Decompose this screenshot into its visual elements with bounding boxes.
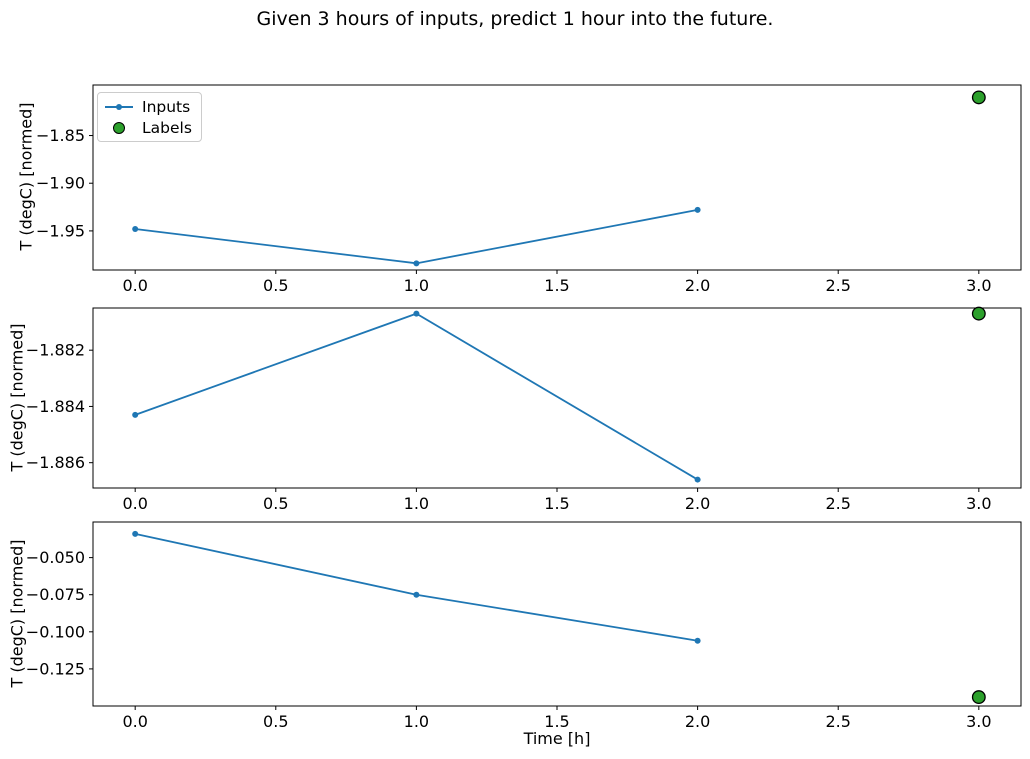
subplot-3-xtick-label: 2.0 [685,712,710,731]
legend-entry-labels: Labels [105,117,192,138]
subplot-1-xtick-label: 0.0 [122,276,147,295]
labels-marker-swatch-icon [105,121,133,135]
subplot-3-axes-spine [92,521,1022,707]
subplot-2-inputs-marker [413,310,420,317]
subplot-1-inputs-marker [132,225,139,232]
subplot-1-ytick-label: −1.95 [36,221,85,240]
subplot-1-inputs-line [135,209,698,265]
subplot-3-xtick-label: 0.0 [122,712,147,731]
subplot-2-inputs-marker [694,476,701,483]
y-axis-label-subplot-3: T (degC) [normed] [7,539,27,688]
subplot-2-xtick-label: 2.0 [685,494,710,513]
subplot-3-ytick-label: −0.100 [26,622,85,641]
subplot-3-xtick-label: 1.0 [404,712,429,731]
subplot-2-xtick-label: 3.0 [966,494,991,513]
subplot-2-xtick-label: 2.5 [825,494,850,513]
subplot-3-inputs-line [134,532,698,642]
legend: Inputs Labels [97,92,202,142]
subplot-2-xtick-label: 0.5 [263,494,288,513]
subplot-1-ytick-label: −1.90 [36,174,85,193]
subplot-3-ytick-label: −0.075 [26,585,85,604]
subplot-2-inputs-marker [132,411,139,418]
subplot-3-xtick-label: 3.0 [966,712,991,731]
subplot-3-inputs-marker [132,530,139,537]
subplot-1-inputs-marker [694,206,701,213]
subplot-2-xtick-label: 1.5 [544,494,569,513]
subplot-2-inputs-line [134,312,699,481]
figure-title: Given 3 hours of inputs, predict 1 hour … [256,8,774,30]
subplot-1-xtick-label: 0.5 [263,276,288,295]
subplot-1-xtick-label: 1.0 [404,276,429,295]
subplot-3-inputs-marker [413,591,420,598]
x-axis-label: Time [h] [523,729,591,748]
subplot-1-label-point [971,90,986,105]
y-axis-label-subplot-2: T (degC) [normed] [7,323,27,472]
subplot-3-xtick-label: 2.5 [825,712,850,731]
subplot-2-ytick-label: −1.882 [26,341,85,360]
subplot-2-axes-spine [92,307,1022,489]
subplot-2-xtick-label: 1.0 [404,494,429,513]
subplot-2-ytick-label: −1.886 [26,453,85,472]
subplot-1-axes-spine [92,84,1022,271]
subplot-3-ytick-label: −0.050 [26,548,85,567]
subplot-1-xtick-label: 2.0 [685,276,710,295]
subplot-3-ytick-label: −0.125 [26,659,85,678]
legend-label-inputs: Inputs [142,97,191,116]
inputs-line-swatch-icon [105,100,133,114]
subplot-1-inputs-marker [413,260,420,267]
subplot-3-label-point [971,690,986,705]
subplot-1-xtick-label: 1.5 [544,276,569,295]
legend-entry-inputs: Inputs [105,96,192,117]
subplot-2-label-point [971,306,986,321]
y-axis-label-subplot-1: T (degC) [normed] [16,102,36,251]
subplot-3-xtick-label: 0.5 [263,712,288,731]
subplot-3-xtick-label: 1.5 [544,712,569,731]
subplot-1-xtick-label: 2.5 [825,276,850,295]
subplot-3-inputs-marker [694,637,701,644]
subplot-2-ytick-label: −1.884 [26,397,85,416]
subplot-1-ytick-label: −1.85 [36,126,85,145]
subplot-1-xtick-label: 3.0 [966,276,991,295]
subplot-2-xtick-label: 0.0 [122,494,147,513]
legend-label-labels: Labels [142,118,192,137]
